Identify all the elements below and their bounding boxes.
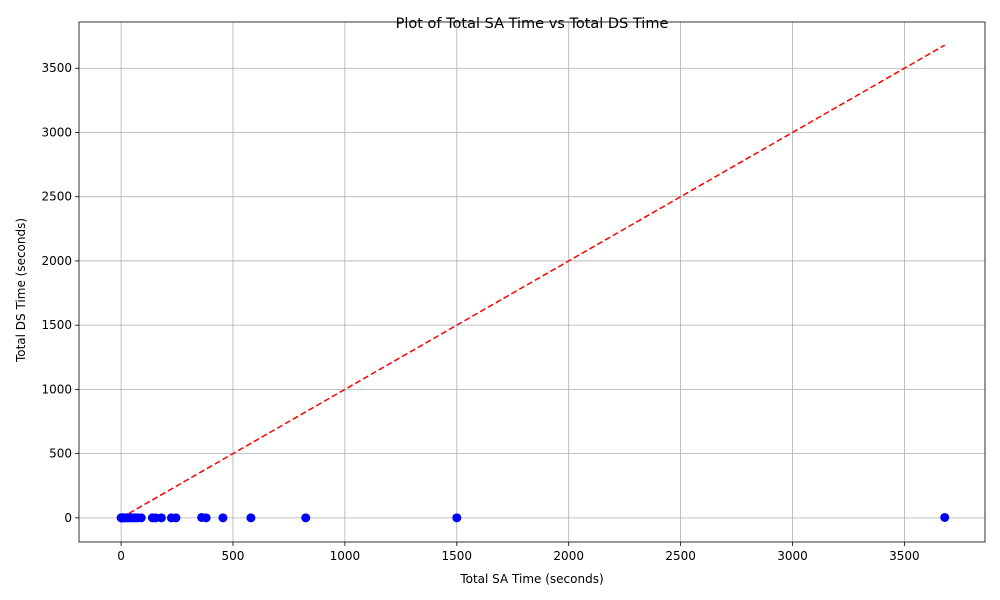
y-tick-label: 2000: [41, 254, 72, 268]
x-tick-label: 1500: [442, 549, 473, 563]
grid: [79, 22, 985, 542]
x-tick-label: 0: [117, 549, 125, 563]
data-point: [218, 513, 228, 523]
data-point: [452, 513, 462, 523]
plot-frame: [78, 21, 986, 543]
y-tick-label: 2500: [41, 190, 72, 204]
data-point: [940, 512, 950, 522]
data-point: [171, 513, 181, 523]
x-axis-ticks: 0 500 1000 1500 2000 2500 3000 3500: [117, 542, 920, 563]
y-tick-label: 500: [49, 447, 72, 461]
x-tick-label: 3500: [889, 549, 920, 563]
y-tick-label: 1500: [41, 318, 72, 332]
data-point: [301, 513, 311, 523]
chart-title: Plot of Total SA Time vs Total DS Time: [396, 16, 669, 32]
data-point: [136, 513, 146, 523]
y-tick-label: 0: [64, 511, 72, 525]
data-point: [156, 513, 166, 523]
y-tick-label: 3500: [41, 61, 72, 75]
x-tick-label: 1000: [330, 549, 361, 563]
x-tick-label: 2500: [665, 549, 696, 563]
x-tick-label: 2000: [553, 549, 584, 563]
x-tick-label: 500: [222, 549, 245, 563]
y-tick-label: 1000: [41, 382, 72, 396]
x-tick-label: 3000: [777, 549, 808, 563]
y-axis-ticks: 0 500 1000 1500 2000 2500 3000 3500: [41, 61, 79, 525]
reference-line: [120, 44, 946, 519]
x-axis-title: Total SA Time (seconds): [459, 572, 603, 586]
data-point: [246, 513, 256, 523]
reference-line-group: [120, 44, 946, 519]
y-axis-title: Total DS Time (seconds): [14, 218, 28, 363]
data-point: [201, 513, 211, 523]
data-points: [116, 512, 950, 523]
y-tick-label: 3000: [41, 125, 72, 139]
